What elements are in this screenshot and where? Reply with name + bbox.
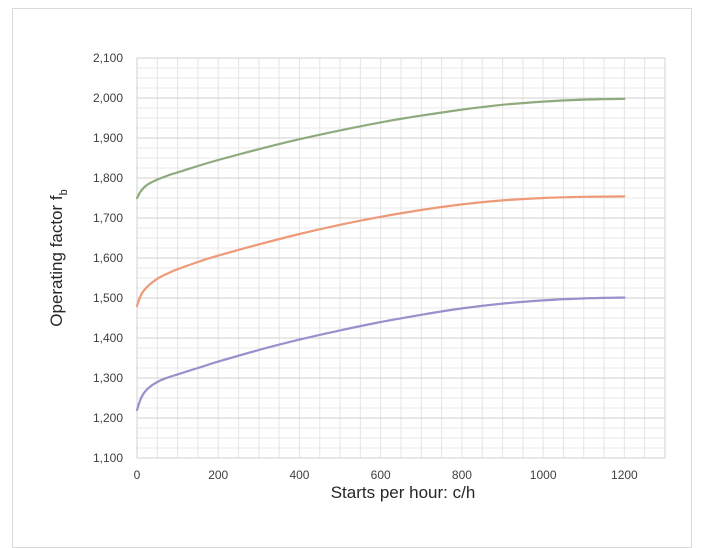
series-layer bbox=[135, 97, 626, 412]
y-axis-title-main: Operating factor f bbox=[47, 195, 66, 327]
x-tick-label: 600 bbox=[371, 468, 391, 482]
gridlines bbox=[136, 57, 666, 459]
y-axis-title-subscript: b bbox=[58, 189, 70, 195]
y-tick-label: 1,700 bbox=[93, 211, 123, 225]
y-tick-label: 2,000 bbox=[93, 91, 123, 105]
y-tick-label: 1,100 bbox=[93, 451, 123, 465]
y-tick-label: 1,800 bbox=[93, 171, 123, 185]
y-tick-label: 2,100 bbox=[93, 51, 123, 65]
x-tick-label: 1000 bbox=[530, 468, 557, 482]
x-tick-label: 0 bbox=[134, 468, 141, 482]
x-tick-label: 400 bbox=[289, 468, 309, 482]
y-tick-label: 1,200 bbox=[93, 411, 123, 425]
x-tick-label: 800 bbox=[452, 468, 472, 482]
x-axis-title: Starts per hour: c/h bbox=[331, 483, 476, 502]
x-axis-tick-labels: 0 200 400 600 800 1000 1200 bbox=[134, 468, 638, 482]
x-tick-label: 200 bbox=[208, 468, 228, 482]
series-line-1 bbox=[135, 97, 626, 200]
line-chart: 1,100 1,200 1,300 1,400 1,500 1,600 1,700 1,800… bbox=[47, 51, 666, 502]
y-tick-label: 1,900 bbox=[93, 131, 123, 145]
y-axis-tick-labels: 1,100 1,200 1,300 1,400 1,500 1,600 1,700 1,800… bbox=[93, 51, 123, 465]
y-tick-label: 1,300 bbox=[93, 371, 123, 385]
x-tick-label: 1200 bbox=[611, 468, 638, 482]
plot-border bbox=[136, 57, 666, 459]
series-line-3 bbox=[135, 296, 626, 412]
y-tick-label: 1,600 bbox=[93, 251, 123, 265]
y-tick-label: 1,500 bbox=[93, 291, 123, 305]
y-axis-title: Operating factor fb bbox=[47, 189, 70, 326]
y-tick-label: 1,400 bbox=[93, 331, 123, 345]
series-line-2 bbox=[135, 195, 626, 308]
